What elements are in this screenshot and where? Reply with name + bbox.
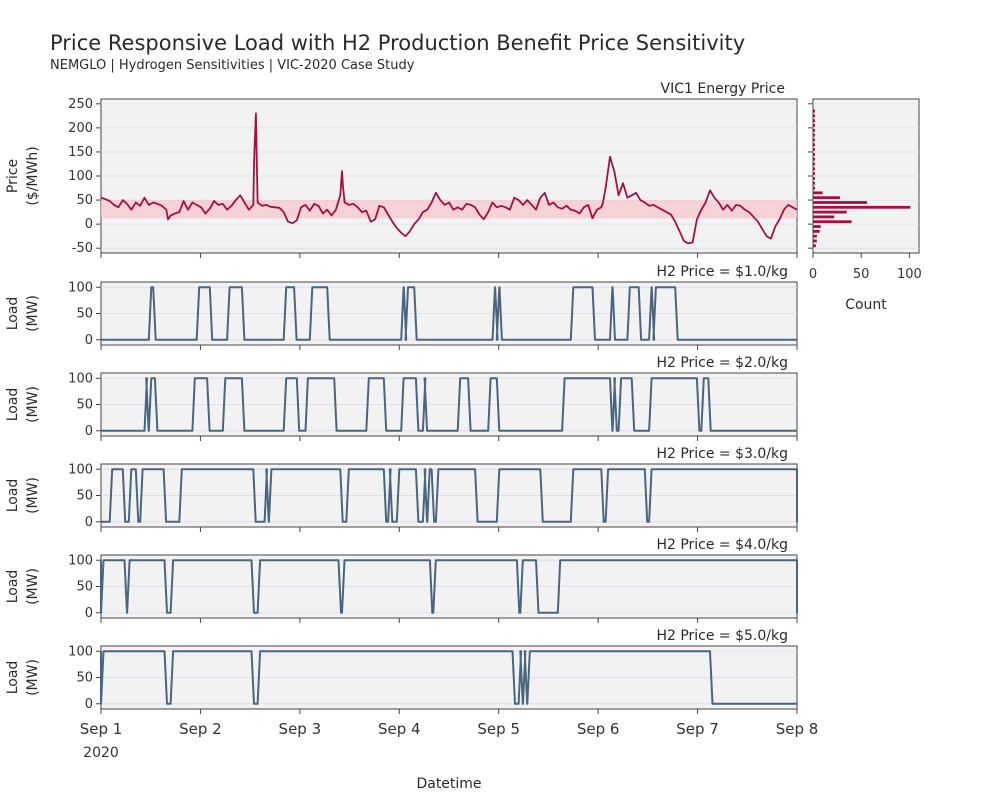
y-tick-label: 150 — [68, 145, 93, 160]
x-tick-label: Sep 5 — [477, 720, 520, 738]
y-tick-label: 50 — [76, 307, 93, 322]
y-axis-title-line1: Load — [5, 479, 21, 513]
x-tick-label: Sep 2 — [179, 720, 222, 738]
y-axis-title-line1: Load — [5, 661, 21, 695]
histogram-bar — [813, 114, 815, 118]
histogram-bar — [813, 215, 835, 219]
histogram-bar — [813, 109, 815, 113]
histogram-bar — [813, 191, 823, 195]
x-tick-label: Sep 3 — [279, 720, 322, 738]
histogram-bar — [813, 210, 847, 214]
histogram-bar — [813, 225, 821, 228]
y-tick-label: 50 — [76, 580, 93, 595]
load-series-line-2 — [101, 377, 797, 432]
histogram-bar — [813, 239, 817, 243]
y-tick-label: 100 — [68, 462, 93, 477]
x-tick-label: Sep 1 — [80, 720, 123, 738]
histogram-x-tick-label: 0 — [809, 267, 817, 282]
y-tick-label: 0 — [85, 515, 93, 530]
x-axis-title: Datetime — [416, 776, 481, 792]
panel-title: H2 Price = $2.0/kg — [656, 355, 788, 371]
histogram-bar — [813, 148, 815, 151]
y-axis-title-line1: Load — [5, 570, 21, 604]
y-axis-title-line2: (MW) — [25, 386, 41, 423]
price-shaded-band — [101, 200, 797, 219]
y-tick-label: 100 — [68, 644, 93, 659]
histogram-x-axis-title: Count — [845, 297, 887, 313]
y-tick-label: 0 — [85, 697, 93, 712]
plot-area: 250 200 150 100 50 0 -50 VIC1 Energy Price Price… — [5, 81, 922, 761]
histogram-bar — [813, 196, 840, 200]
histogram-bar — [813, 128, 815, 132]
y-tick-label: 50 — [76, 193, 93, 208]
price-series-line — [100, 112, 798, 245]
y-axis-title-line1: Load — [5, 297, 21, 331]
histogram-bar — [813, 205, 911, 209]
panel-title: VIC1 Energy Price — [661, 81, 785, 97]
histogram-bar — [813, 157, 815, 161]
histogram-bar — [813, 201, 867, 204]
y-tick-label: 250 — [68, 97, 93, 112]
histogram-bar — [813, 229, 820, 233]
histogram-bar — [813, 220, 852, 224]
histogram-bar — [813, 124, 815, 127]
histogram-bar — [813, 186, 815, 190]
y-axis-title-line2: (MW) — [25, 477, 41, 514]
histogram-bar — [813, 162, 815, 166]
y-tick-label: 50 — [76, 489, 93, 504]
y-tick-label: 0 — [85, 333, 93, 348]
y-tick-label: 50 — [76, 398, 93, 413]
y-tick-label: 100 — [68, 169, 93, 184]
y-tick-label: 100 — [68, 553, 93, 568]
histogram-bar — [813, 167, 815, 171]
load-series-line-5 — [100, 650, 797, 705]
chart-title: Price Responsive Load with H2 Production… — [50, 31, 745, 55]
histogram-bar — [813, 143, 815, 147]
histogram-bar — [813, 244, 816, 248]
panel-title: H2 Price = $3.0/kg — [656, 446, 788, 462]
y-tick-label: -50 — [72, 241, 93, 256]
y-axis-title-line2: (MW) — [25, 568, 41, 605]
y-axis-title-line2: (MW) — [25, 659, 41, 696]
x-tick-label: Sep 8 — [776, 720, 819, 738]
histogram-bar — [813, 152, 815, 156]
histogram-x-tick-label: 50 — [853, 267, 870, 282]
x-tick-label: Sep 6 — [577, 720, 620, 738]
y-tick-label: 0 — [85, 217, 93, 232]
histogram-bar — [813, 119, 815, 123]
x-tick-year: 2020 — [83, 745, 119, 761]
y-tick-label: 50 — [76, 671, 93, 686]
y-tick-label: 0 — [85, 606, 93, 621]
histogram-bar — [813, 138, 815, 142]
y-axis-title-line1: Load — [5, 388, 21, 422]
histogram-bar — [813, 133, 815, 137]
histogram-bar — [813, 181, 815, 185]
y-axis-title-line2: (MW) — [25, 295, 41, 332]
panel-title: H2 Price = $1.0/kg — [656, 264, 788, 280]
panel-title: H2 Price = $5.0/kg — [656, 628, 788, 644]
load-series-line-4 — [100, 559, 798, 614]
y-axis-title-line2: ($/MWh) — [25, 146, 41, 205]
histogram-x-tick-label: 100 — [897, 267, 922, 282]
panel-title: H2 Price = $4.0/kg — [656, 537, 788, 553]
y-axis-title-line1: Price — [5, 159, 21, 193]
chart-subtitle: NEMGLO | Hydrogen Sensitivities | VIC-20… — [50, 58, 415, 73]
x-tick-label: Sep 4 — [378, 720, 421, 738]
y-tick-label: 100 — [68, 371, 93, 386]
histogram-bar — [813, 172, 815, 175]
x-tick-label: Sep 7 — [676, 720, 719, 738]
y-tick-label: 200 — [68, 121, 93, 136]
load-series-line-3 — [101, 468, 798, 523]
load-series-line-1 — [101, 286, 797, 341]
y-tick-label: 100 — [68, 280, 93, 295]
histogram-bar — [813, 177, 815, 180]
histogram-bar — [813, 234, 817, 238]
y-tick-label: 0 — [85, 424, 93, 439]
